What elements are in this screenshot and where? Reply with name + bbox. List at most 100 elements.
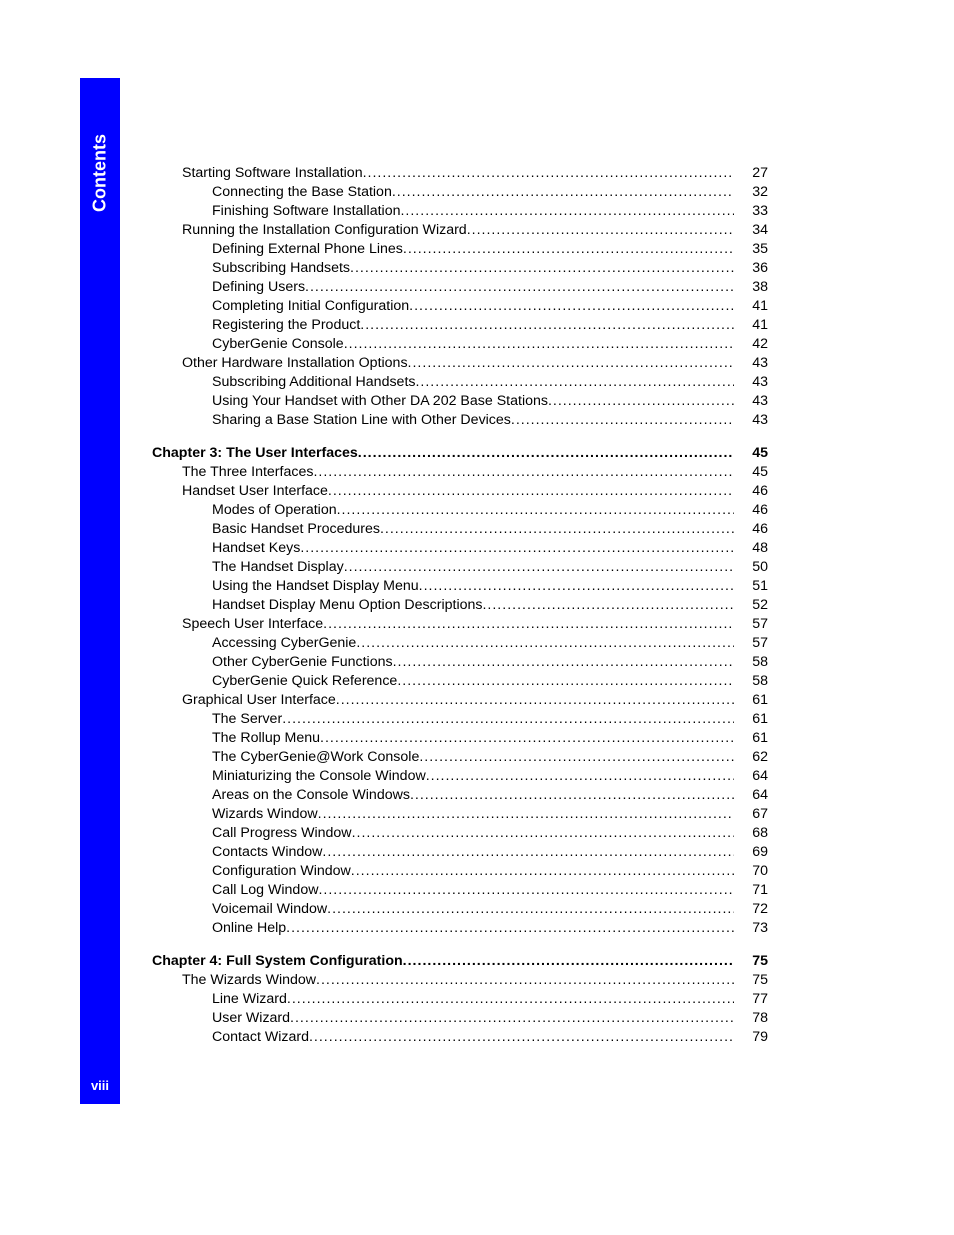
toc-entry[interactable]: The Handset Display50: [152, 558, 768, 577]
toc-entry-page: 43: [734, 392, 768, 411]
toc-entry[interactable]: Configuration Window70: [152, 862, 768, 881]
toc-entry-label: Accessing CyberGenie: [212, 634, 356, 653]
toc-entry[interactable]: Connecting the Base Station32: [152, 183, 768, 202]
toc-entry[interactable]: Finishing Software Installation33: [152, 202, 768, 221]
toc-entry[interactable]: The CyberGenie@Work Console 62: [152, 748, 768, 767]
toc-leader-dots: [350, 259, 734, 278]
toc-entry-page: 68: [734, 824, 768, 843]
toc-entry-label: Finishing Software Installation: [212, 202, 400, 221]
toc-leader-dots: [351, 862, 734, 881]
toc-entry[interactable]: Defining External Phone Lines35: [152, 240, 768, 259]
toc-entry-label: The Handset Display: [212, 558, 344, 577]
toc-entry[interactable]: Call Log Window 71: [152, 881, 768, 900]
toc-entry-label: Contacts Window: [212, 843, 322, 862]
toc-entry[interactable]: The Rollup Menu61: [152, 729, 768, 748]
toc-entry[interactable]: Other CyberGenie Functions58: [152, 653, 768, 672]
toc-entry-page: 64: [734, 767, 768, 786]
toc-entry[interactable]: Miniaturizing the Console Window 64: [152, 767, 768, 786]
toc-entry-label: Other Hardware Installation Options: [182, 354, 408, 373]
toc-entry[interactable]: Basic Handset Procedures46: [152, 520, 768, 539]
toc-entry-label: Call Log Window: [212, 881, 318, 900]
toc-leader-dots: [360, 316, 734, 335]
toc-entry[interactable]: Defining Users38: [152, 278, 768, 297]
toc-entry[interactable]: Graphical User Interface61: [152, 691, 768, 710]
toc-entry-label: Starting Software Installation: [182, 164, 363, 183]
toc-entry-label: The Three Interfaces: [182, 463, 313, 482]
toc-entry[interactable]: Modes of Operation46: [152, 501, 768, 520]
toc-leader-dots: [419, 577, 734, 596]
toc-entry[interactable]: Starting Software Installation 27: [152, 164, 768, 183]
toc-entry-label: Configuration Window: [212, 862, 351, 881]
toc-entry[interactable]: Contacts Window69: [152, 843, 768, 862]
toc-entry-label: Defining External Phone Lines: [212, 240, 403, 259]
toc-entry[interactable]: Handset User Interface46: [152, 482, 768, 501]
toc-entry[interactable]: Using the Handset Display Menu51: [152, 577, 768, 596]
toc-entry-label: Using Your Handset with Other DA 202 Bas…: [212, 392, 548, 411]
toc-entry[interactable]: Online Help73: [152, 919, 768, 938]
toc-entry[interactable]: Handset Keys48: [152, 539, 768, 558]
toc-entry[interactable]: Call Progress Window 68: [152, 824, 768, 843]
toc-entry[interactable]: Line Wizard 77: [152, 990, 768, 1009]
toc-entry[interactable]: CyberGenie Console42: [152, 335, 768, 354]
toc-leader-dots: [300, 539, 734, 558]
toc-entry-page: 36: [734, 259, 768, 278]
toc-entry[interactable]: Chapter 4: Full System Configuration75: [152, 952, 768, 971]
toc-entry[interactable]: The Server61: [152, 710, 768, 729]
toc-entry-label: Registering the Product: [212, 316, 360, 335]
toc-leader-dots: [290, 1009, 734, 1028]
toc-entry-label: CyberGenie Quick Reference: [212, 672, 397, 691]
toc-leader-dots: [380, 520, 734, 539]
toc-entry[interactable]: User Wizard78: [152, 1009, 768, 1028]
toc-entry[interactable]: Areas on the Console Windows 64: [152, 786, 768, 805]
toc-entry[interactable]: Speech User Interface57: [152, 615, 768, 634]
toc-entry[interactable]: Registering the Product41: [152, 316, 768, 335]
toc-entry-label: Running the Installation Configuration W…: [182, 221, 467, 240]
toc-entry-label: Areas on the Console Windows: [212, 786, 410, 805]
toc-entry-label: Handset User Interface: [182, 482, 328, 501]
toc-entry[interactable]: The Three Interfaces45: [152, 463, 768, 482]
toc-entry-page: 71: [734, 881, 768, 900]
toc-entry[interactable]: Other Hardware Installation Options43: [152, 354, 768, 373]
toc-entry-page: 67: [734, 805, 768, 824]
toc-entry[interactable]: Subscribing Handsets 36: [152, 259, 768, 278]
toc-entry-label: Online Help: [212, 919, 286, 938]
toc-leader-dots: [323, 615, 734, 634]
toc-leader-dots: [400, 202, 734, 221]
toc-entry-page: 27: [734, 164, 768, 183]
toc-entry-label: Line Wizard: [212, 990, 287, 1009]
toc-leader-dots: [282, 710, 734, 729]
toc-entry-page: 62: [734, 748, 768, 767]
toc-entry[interactable]: Using Your Handset with Other DA 202 Bas…: [152, 392, 768, 411]
toc-entry-label: Subscribing Additional Handsets: [212, 373, 415, 392]
toc-entry-page: 72: [734, 900, 768, 919]
toc-leader-dots: [318, 805, 734, 824]
toc-leader-dots: [286, 919, 734, 938]
toc-entry[interactable]: Voicemail Window72: [152, 900, 768, 919]
toc-entry[interactable]: The Wizards Window75: [152, 971, 768, 990]
toc-entry[interactable]: Handset Display Menu Option Descriptions…: [152, 596, 768, 615]
toc-leader-dots: [397, 672, 734, 691]
toc-leader-dots: [318, 881, 734, 900]
toc-entry-label: Other CyberGenie Functions: [212, 653, 393, 672]
toc-entry[interactable]: Wizards Window 67: [152, 805, 768, 824]
toc-entry[interactable]: Subscribing Additional Handsets43: [152, 373, 768, 392]
toc-entry-page: 77: [734, 990, 768, 1009]
toc-entry[interactable]: Sharing a Base Station Line with Other D…: [152, 411, 768, 430]
toc-leader-dots: [415, 373, 734, 392]
toc-entry-page: 64: [734, 786, 768, 805]
toc-entry-label: Call Progress Window: [212, 824, 352, 843]
toc-entry-label: Subscribing Handsets: [212, 259, 350, 278]
toc-entry-label: Wizards Window: [212, 805, 318, 824]
toc-entry[interactable]: Running the Installation Configuration W…: [152, 221, 768, 240]
toc-leader-dots: [313, 463, 734, 482]
toc-entry-label: Miniaturizing the Console Window: [212, 767, 426, 786]
toc-entry[interactable]: Contact Wizard79: [152, 1028, 768, 1047]
toc-entry-page: 75: [734, 971, 768, 990]
toc-leader-dots: [287, 990, 734, 1009]
toc-entry[interactable]: Completing Initial Configuration41: [152, 297, 768, 316]
toc-entry[interactable]: Accessing CyberGenie57: [152, 634, 768, 653]
toc-entry-label: The CyberGenie@Work Console: [212, 748, 419, 767]
toc-entry[interactable]: Chapter 3: The User Interfaces45: [152, 444, 768, 463]
toc-entry[interactable]: CyberGenie Quick Reference58: [152, 672, 768, 691]
toc-leader-dots: [419, 748, 734, 767]
